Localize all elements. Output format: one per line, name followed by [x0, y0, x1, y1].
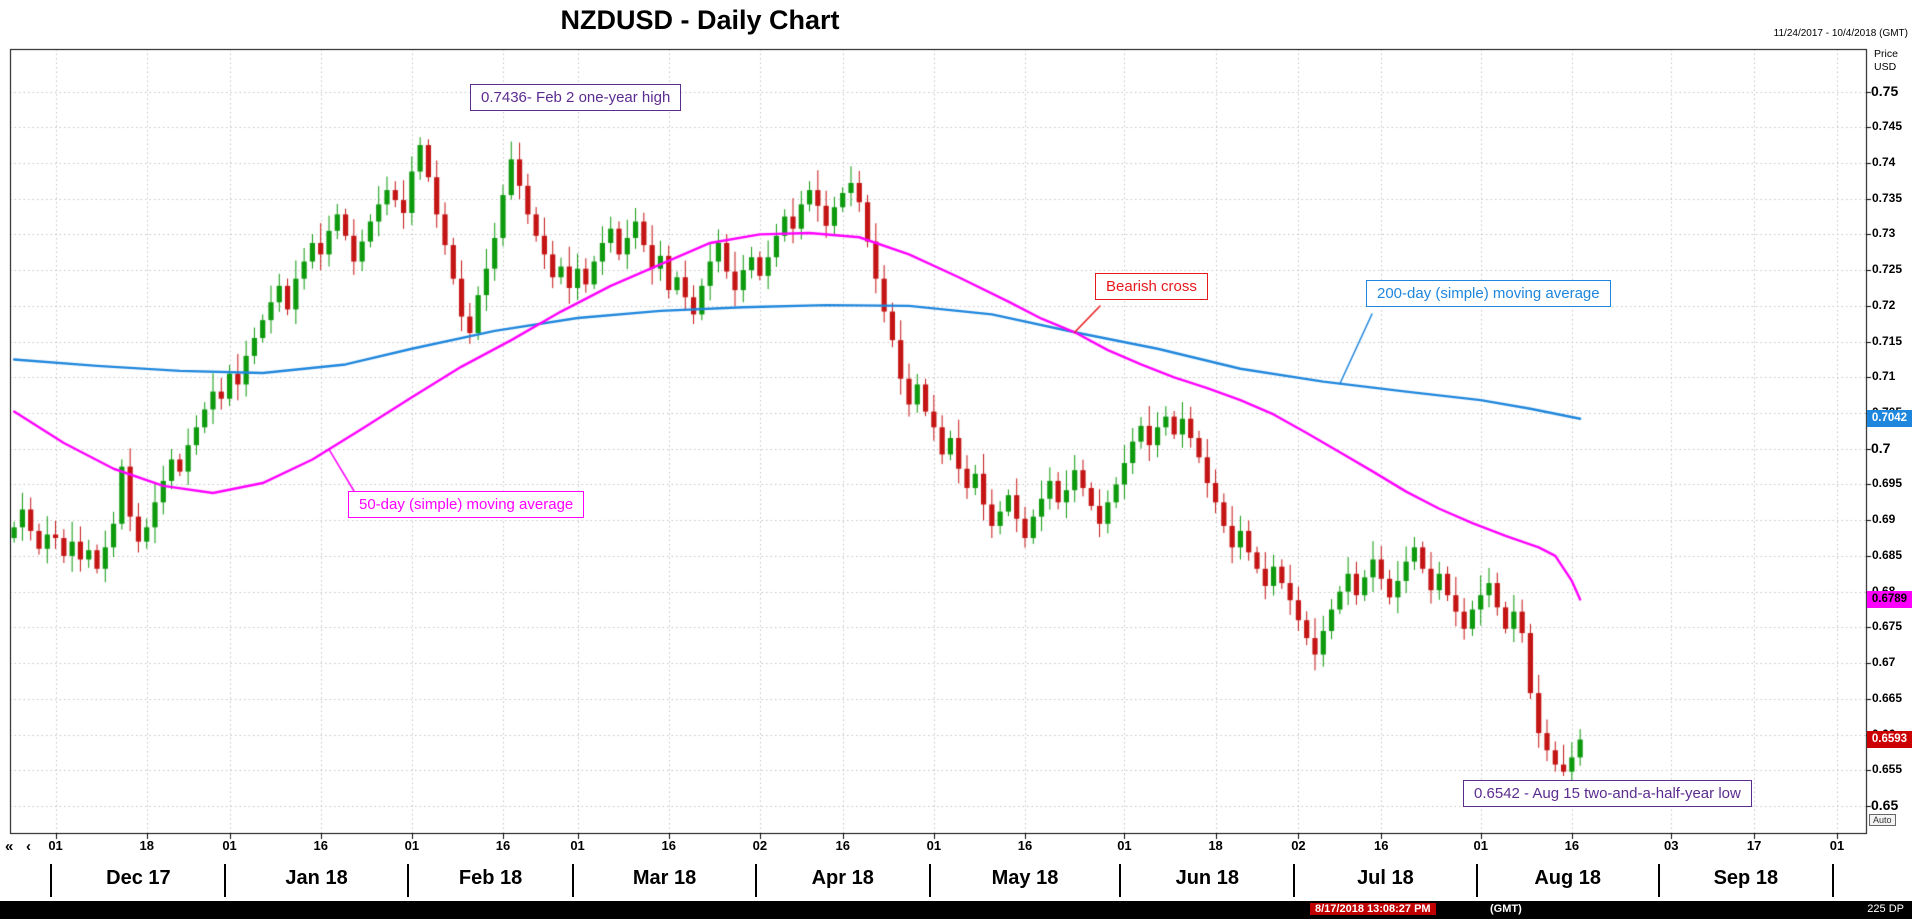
- y-axis-label: 0.65: [1871, 797, 1899, 813]
- annotation-ma50: 50-day (simple) moving average: [348, 491, 585, 518]
- month-separator: [224, 864, 227, 897]
- x-tick-label: 01: [1117, 838, 1132, 853]
- price-axis-unit-line1: Price: [1874, 48, 1898, 60]
- x-tick-label: 16: [661, 838, 676, 853]
- y-axis-label: 0.655: [1872, 762, 1903, 777]
- price-axis-unit-line2: USD: [1874, 61, 1897, 73]
- price-tag-ma50: 0.6789: [1867, 591, 1912, 608]
- x-tick-label: 01: [48, 838, 63, 853]
- y-axis-label: 0.75: [1871, 82, 1899, 99]
- month-separator: [406, 864, 409, 897]
- bottom-bar-info: 225 DP: [1867, 903, 1904, 915]
- month-label: Jun 18: [1175, 867, 1239, 889]
- month-separator: [50, 864, 53, 897]
- y-axis-label: 0.685: [1872, 547, 1903, 562]
- price-tag-ma200: 0.7042: [1867, 410, 1912, 428]
- scroll-left-button[interactable]: ‹: [26, 838, 31, 855]
- month-label: Dec 17: [106, 867, 171, 889]
- y-axis-label: 0.7: [1871, 439, 1891, 456]
- x-tick-label: 02: [752, 838, 768, 853]
- month-separator: [572, 864, 575, 897]
- y-axis-label: 0.665: [1872, 690, 1903, 705]
- month-label: May 18: [991, 867, 1059, 889]
- bottom-bar: 8/17/2018 13:08:27 PM (GMT) 225 DP: [0, 901, 1912, 919]
- auto-scale-button[interactable]: Auto: [1869, 814, 1896, 826]
- y-axis-label: 0.69: [1872, 512, 1896, 527]
- y-axis-label: 0.675: [1872, 619, 1903, 634]
- annotation-one-year-high: 0.7436- Feb 2 one-year high: [470, 84, 682, 111]
- x-tick-label: 16: [1374, 838, 1389, 853]
- annotation-low: 0.6542 - Aug 15 two-and-a-half-year low: [1463, 780, 1752, 807]
- price-tags: 0.7042 0.6789 0.6593: [1867, 0, 1912, 919]
- y-axis-label: 0.735: [1872, 190, 1903, 205]
- month-label: Apr 18: [811, 867, 874, 889]
- y-axis-label: 0.715: [1872, 333, 1903, 348]
- x-tick-label: 16: [495, 838, 511, 853]
- bottom-bar-timestamp: 8/17/2018 13:08:27 PM: [1310, 903, 1436, 915]
- month-label: Aug 18: [1534, 867, 1602, 889]
- scroll-left-fast-button[interactable]: «: [5, 838, 14, 855]
- month-separator: [754, 864, 757, 897]
- x-tick-label: 01: [222, 838, 237, 853]
- x-tick-label: 16: [1017, 838, 1033, 853]
- x-tick-label: 02: [1291, 838, 1306, 853]
- y-axis-label: 0.725: [1872, 262, 1903, 277]
- y-axis-label: 0.745: [1872, 119, 1903, 134]
- month-separator: [1293, 864, 1296, 897]
- x-tick-label: 01: [1829, 838, 1845, 853]
- y-axis-label: 0.695: [1872, 476, 1903, 491]
- x-tick-label: 16: [313, 838, 328, 853]
- date-range-label: 11/24/2017 - 10/4/2018 (GMT): [1773, 28, 1908, 39]
- bottom-bar-timezone: (GMT): [1490, 903, 1522, 915]
- x-tick-label: 01: [926, 838, 942, 853]
- month-separator: [1119, 864, 1122, 897]
- y-axis-label: 0.67: [1872, 655, 1896, 670]
- month-label: Mar 18: [632, 867, 697, 889]
- month-label: Feb 18: [458, 867, 523, 889]
- x-tick-label: 16: [835, 838, 850, 853]
- page-title: NZDUSD - Daily Chart: [560, 5, 840, 35]
- price-axis-unit: Price USD: [1874, 48, 1898, 74]
- x-tick-label: 17: [1746, 838, 1762, 853]
- month-row: Dec 17 Jan 18 Feb 18 Mar 18 Apr 18 May 18 Jun …: [0, 862, 1912, 900]
- month-separator: [1657, 864, 1660, 897]
- month-separator: [1475, 864, 1478, 897]
- month-separator: [928, 864, 931, 897]
- y-axis-label: 0.74: [1872, 154, 1896, 169]
- x-tick-label: 01: [404, 838, 420, 853]
- x-tick-label: 18: [1208, 838, 1223, 853]
- x-axis-days: 01 18 01 16 01 16 01 16 02 16 01 16 01 18 02 16 01 16 03 17…: [0, 836, 1912, 860]
- month-label: Jan 18: [285, 867, 348, 889]
- x-tick-label: 03: [1664, 838, 1679, 853]
- annotation-ma200: 200-day (simple) moving average: [1366, 280, 1611, 307]
- price-tag-last: 0.6593: [1867, 731, 1912, 749]
- x-tick-label: 01: [570, 838, 585, 853]
- x-tick-label: 01: [1473, 838, 1488, 853]
- x-tick-label: 16: [1564, 838, 1580, 853]
- month-label: Jul 18: [1357, 867, 1414, 889]
- x-tick-label: 18: [139, 838, 154, 853]
- annotation-bearish-cross: Bearish cross: [1095, 273, 1208, 300]
- y-axis-label: 0.71: [1872, 369, 1896, 384]
- y-axis-label: 0.73: [1872, 226, 1896, 241]
- month-label: Sep 18: [1713, 867, 1779, 889]
- month-separator: [1831, 864, 1834, 897]
- y-axis-label: 0.72: [1872, 297, 1896, 312]
